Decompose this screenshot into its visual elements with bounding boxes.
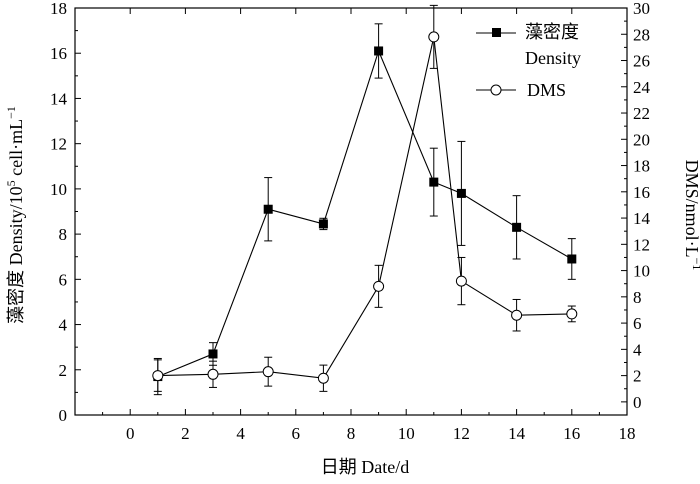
data-point-dms: [511, 309, 523, 321]
y-left-tick-label: 2: [59, 361, 68, 380]
data-point-dms: [373, 280, 385, 292]
series-line: [157, 49, 573, 378]
y-left-tick-label: 6: [59, 270, 68, 289]
y-right-tick-label: 26: [633, 52, 650, 71]
axes: 0 2 4 6 8 10 12 14 16 180246810121416180246810121…: [50, 0, 651, 443]
y-axis-right-title: DMS/nmol·L−1: [682, 160, 700, 271]
data-point-density: [456, 188, 466, 198]
x-tick-label: 18: [619, 424, 636, 443]
y-left-tick-label: 10: [50, 180, 67, 199]
y-right-tick-label: 6: [633, 314, 642, 333]
y-left-tick-label: 16: [50, 44, 67, 63]
data-point-density: [567, 254, 577, 264]
y-left-tick-label: 8: [59, 225, 68, 244]
y-right-tick-label: 10: [633, 262, 650, 281]
x-tick-label: 0: [126, 424, 135, 443]
data-point-density: [512, 222, 522, 232]
y-right-tick-label: 24: [633, 78, 651, 97]
y-right-tick-label: 4: [633, 340, 642, 359]
x-tick-label: 8: [347, 424, 356, 443]
data-point-density: [208, 349, 218, 359]
y-right-tick-label: 16: [633, 183, 650, 202]
data-point-dms: [455, 275, 467, 287]
y-right-tick-label: 22: [633, 104, 650, 123]
x-tick-label: 16: [563, 424, 580, 443]
y-left-tick-label: 12: [50, 135, 67, 154]
x-tick-label: 2: [181, 424, 190, 443]
plot-frame: [74, 7, 628, 416]
series-layer: [152, 4, 578, 396]
y-right-tick-label: 20: [633, 130, 650, 149]
data-point-dms: [262, 366, 274, 378]
data-point-dms: [428, 31, 440, 43]
data-point-density: [374, 46, 384, 56]
y-left-tick-label: 0: [59, 406, 68, 425]
legend-item-density: 藻密度 Density: [476, 22, 581, 68]
data-point-density: [263, 204, 273, 214]
y-right-tick-label: 30: [633, 0, 650, 18]
data-point-density: [318, 219, 328, 229]
y-right-tick-label: 14: [633, 209, 651, 228]
y-right-tick-label: 18: [633, 157, 650, 176]
data-point-dms: [207, 368, 219, 380]
y-axis-left-title: 藻密度 Density/105 cell·mL−1: [4, 106, 26, 324]
x-tick-label: 10: [398, 424, 415, 443]
y-right-tick-label: 0: [633, 393, 642, 412]
x-tick-label: 14: [508, 424, 526, 443]
series-line: [157, 36, 572, 379]
x-tick-label: 4: [236, 424, 245, 443]
legend: 藻密度 Density DMS: [476, 22, 581, 100]
series-density: [153, 23, 577, 396]
y-left-tick-label: 18: [50, 0, 67, 18]
legend-label-dms: DMS: [527, 80, 566, 100]
legend-label-density-line2: Density: [525, 48, 581, 68]
y-right-tick-label: 8: [633, 288, 642, 307]
data-point-dms: [317, 372, 329, 384]
legend-item-dms: DMS: [476, 80, 566, 100]
x-tick-label: 6: [292, 424, 301, 443]
y-left-tick-label: 14: [50, 89, 68, 108]
series-dms: [152, 4, 578, 392]
legend-label-density-line1: 藻密度: [525, 22, 579, 42]
y-right-tick-label: 28: [633, 25, 650, 44]
y-right-tick-label: 2: [633, 367, 642, 386]
x-tick-label: 12: [453, 424, 470, 443]
data-point-dms: [152, 370, 164, 382]
y-left-tick-label: 4: [59, 316, 68, 335]
data-point-density: [429, 177, 439, 187]
data-point-dms: [566, 308, 578, 320]
x-axis-title: 日期 Date/d: [321, 457, 409, 477]
y-right-tick-label: 12: [633, 235, 650, 254]
